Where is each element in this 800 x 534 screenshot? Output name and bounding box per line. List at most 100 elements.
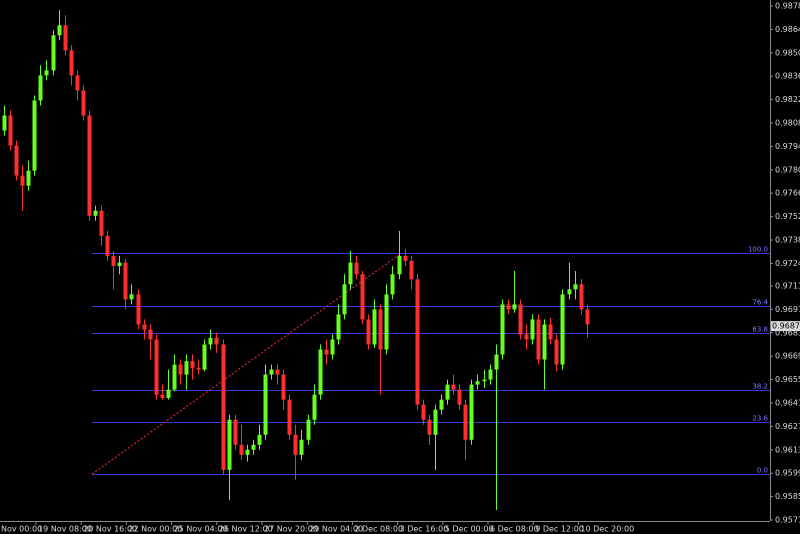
candle-body bbox=[567, 289, 572, 295]
candle-body bbox=[451, 384, 456, 390]
x-tick-label: 10 Dec 20:00 bbox=[580, 525, 634, 534]
candle-body bbox=[421, 404, 426, 420]
candle-body bbox=[384, 294, 389, 350]
candle-body bbox=[178, 364, 183, 375]
current-price-label: 0.96870 bbox=[772, 322, 800, 331]
y-tick-label: 0.98645 bbox=[775, 25, 800, 34]
x-tick-label: 9 Dec 12:00 bbox=[535, 525, 584, 534]
candle-body bbox=[403, 255, 408, 261]
candle-body bbox=[536, 319, 541, 360]
y-tick-label: 0.98365 bbox=[775, 72, 800, 81]
fib-label: 0.0 bbox=[757, 467, 768, 475]
candle-body bbox=[172, 364, 177, 390]
candle-body bbox=[227, 419, 232, 470]
fib-label: 100.0 bbox=[748, 246, 768, 254]
x-tick-label: 25 Nov 04:00 bbox=[174, 525, 228, 534]
candle-body bbox=[239, 444, 244, 455]
y-tick-label: 0.98785 bbox=[775, 2, 800, 11]
candle-body bbox=[160, 394, 165, 398]
candle-body bbox=[275, 369, 280, 375]
candle-body bbox=[251, 444, 256, 450]
candle-body bbox=[390, 274, 395, 295]
x-tick-label: 29 Nov 04:00 bbox=[309, 525, 363, 534]
y-tick-label: 0.96970 bbox=[775, 305, 800, 314]
candle-body bbox=[494, 354, 499, 370]
candle-body bbox=[500, 304, 505, 355]
candle-body bbox=[445, 384, 450, 400]
y-tick-label: 0.95990 bbox=[775, 469, 800, 478]
candle-body bbox=[233, 419, 238, 445]
candle-body bbox=[269, 369, 274, 375]
candle-body bbox=[324, 349, 329, 355]
candle-body bbox=[299, 439, 304, 455]
candle-body bbox=[221, 344, 226, 470]
candle-body bbox=[306, 419, 311, 440]
candle-body bbox=[263, 374, 268, 435]
candle-body bbox=[166, 389, 171, 398]
candle-body bbox=[530, 319, 535, 340]
candle-body bbox=[469, 384, 474, 440]
fib-label: 38.2 bbox=[752, 383, 768, 391]
candle-body bbox=[44, 70, 49, 76]
candle-body bbox=[93, 210, 98, 216]
candle-body bbox=[129, 294, 134, 300]
candle-body bbox=[554, 339, 559, 365]
candle-body bbox=[81, 90, 86, 116]
candle-body bbox=[245, 449, 250, 455]
fib-label: 76.4 bbox=[752, 299, 768, 307]
candle-body bbox=[457, 389, 462, 405]
candle-body bbox=[318, 349, 323, 395]
candle-body bbox=[378, 309, 383, 350]
candle-body bbox=[2, 115, 7, 131]
candle-body bbox=[214, 337, 219, 345]
y-tick-label: 0.98225 bbox=[775, 95, 800, 104]
candle-body bbox=[360, 274, 365, 320]
candle-body bbox=[32, 100, 37, 171]
candle-body bbox=[433, 409, 438, 435]
y-tick-label: 0.95850 bbox=[775, 492, 800, 501]
candle-body bbox=[354, 262, 359, 275]
candle-body bbox=[8, 115, 13, 146]
candle-body bbox=[542, 324, 547, 360]
trend-line bbox=[91, 252, 402, 475]
y-tick-label: 0.97525 bbox=[775, 212, 800, 221]
candle-body bbox=[293, 434, 298, 455]
candle-body bbox=[154, 339, 159, 395]
candle-body bbox=[579, 284, 584, 310]
candle-body bbox=[63, 25, 68, 51]
candle-body bbox=[518, 304, 523, 335]
candle-body bbox=[38, 75, 43, 101]
candle-body bbox=[560, 294, 565, 365]
x-tick-label: 22 Nov 00:00 bbox=[128, 525, 182, 534]
y-tick-label: 0.97245 bbox=[775, 259, 800, 268]
candle-body bbox=[366, 319, 371, 345]
fib-label: 23.6 bbox=[752, 415, 768, 423]
x-tick-label: 26 Nov 12:00 bbox=[219, 525, 273, 534]
candle-body bbox=[463, 404, 468, 440]
candle-body bbox=[409, 260, 414, 280]
candle-body bbox=[573, 284, 578, 290]
y-tick-label: 0.98085 bbox=[775, 119, 800, 128]
candle-body bbox=[196, 367, 201, 370]
candle-body bbox=[184, 361, 189, 375]
candle-body bbox=[87, 115, 92, 216]
candle-body bbox=[26, 170, 31, 186]
y-tick-label: 0.96550 bbox=[775, 375, 800, 384]
candle-body bbox=[287, 399, 292, 435]
candle-body bbox=[20, 175, 25, 186]
y-tick-label: 0.97805 bbox=[775, 165, 800, 174]
x-tick-label: 19 Nov 08:00 bbox=[38, 525, 92, 534]
current-price-box bbox=[771, 321, 800, 332]
candle-body bbox=[348, 262, 353, 285]
y-tick-label: 0.97385 bbox=[775, 236, 800, 245]
y-tick-label: 0.97945 bbox=[775, 142, 800, 151]
fib-label: 63.8 bbox=[752, 326, 768, 334]
y-tick-label: 0.96130 bbox=[775, 445, 800, 454]
candle-body bbox=[312, 394, 317, 420]
candle-body bbox=[397, 255, 402, 275]
candle-body bbox=[475, 381, 480, 385]
candle-body bbox=[415, 279, 420, 405]
candle-body bbox=[482, 379, 487, 382]
candle-body bbox=[427, 419, 432, 435]
